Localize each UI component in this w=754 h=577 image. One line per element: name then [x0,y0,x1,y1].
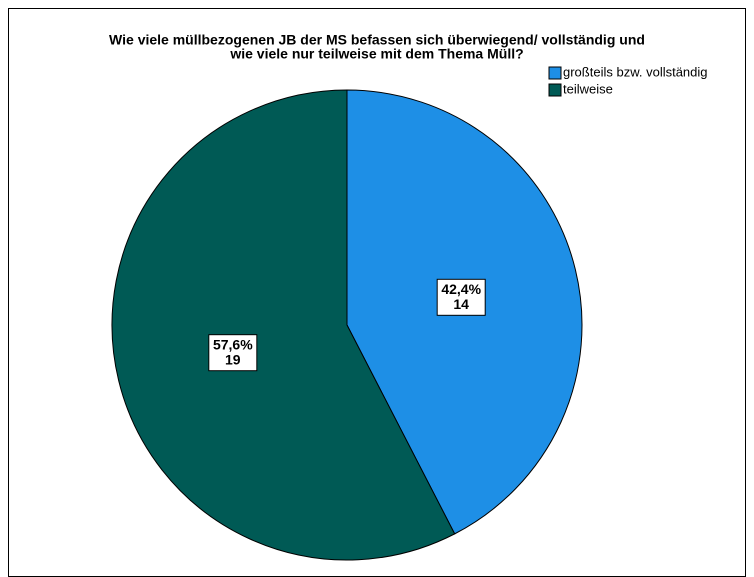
legend-label: teilweise [563,81,613,96]
chart-title: wie viele nur teilweise mit dem Thema Mü… [229,46,523,62]
value-label: 19 [225,351,241,367]
label-box [208,334,258,372]
label-box [436,278,486,316]
legend-swatch [548,66,562,80]
legend-label: großteils bzw. vollständig [563,64,708,79]
percent-label: 42,4% [441,281,481,297]
chart-title: Wie viele müllbezogenen JB der MS befass… [109,32,645,48]
percent-label: 57,6% [213,336,253,352]
value-label: 14 [453,296,469,312]
legend-swatch [548,83,562,97]
pie-slice [111,89,456,561]
